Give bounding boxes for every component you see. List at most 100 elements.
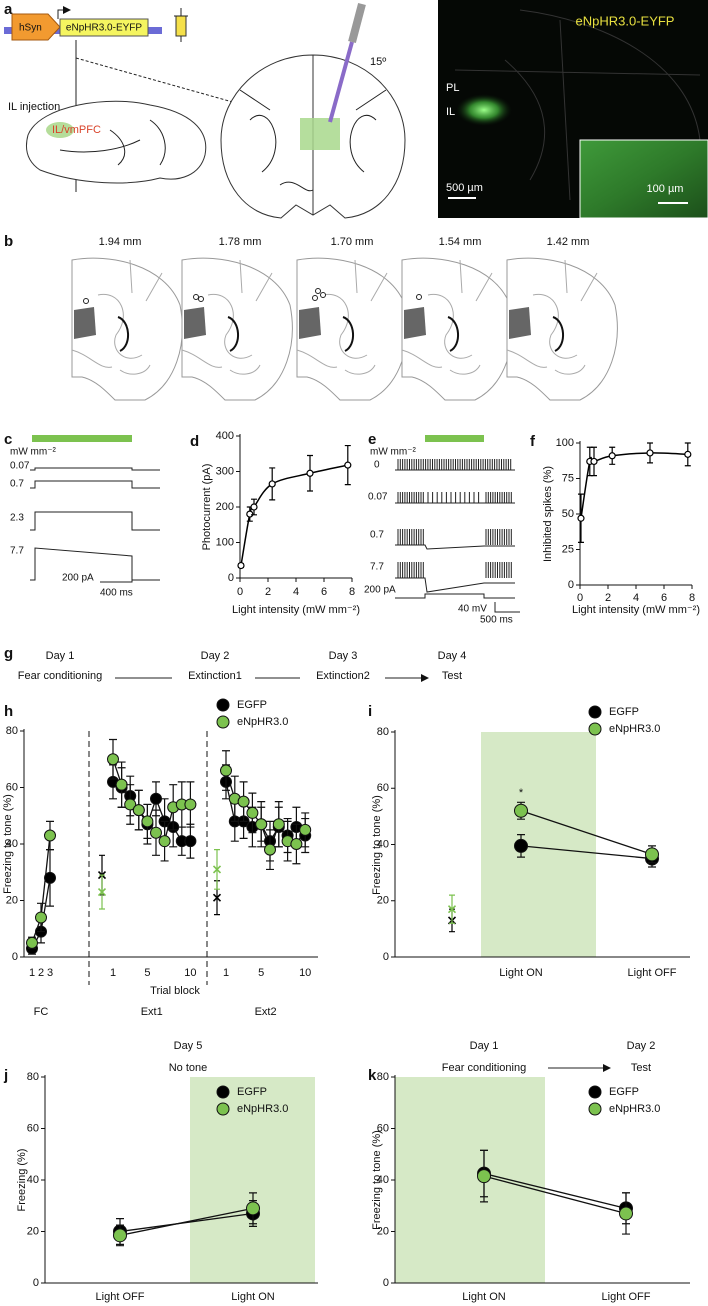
data-point — [184, 835, 197, 848]
region-label: IL — [446, 106, 455, 118]
day-label: Day 1 — [470, 1040, 499, 1052]
y-tick-label: 75 — [562, 472, 574, 484]
x-tick-label: Light OFF — [96, 1291, 145, 1303]
y-tick-label: 0 — [12, 951, 18, 963]
section-label: 1.78 mm — [219, 236, 262, 248]
data-point — [124, 798, 137, 811]
data-point — [268, 480, 276, 488]
brain-section — [181, 257, 294, 401]
y-tick-label: 200 — [216, 501, 234, 513]
data-point — [113, 1228, 127, 1243]
brain-section — [401, 257, 514, 401]
brain-detail — [59, 119, 166, 166]
x-axis-label: Light intensity (mW mm⁻²) — [572, 604, 700, 616]
day-label: Day 4 — [438, 650, 467, 662]
data-point — [132, 804, 145, 817]
phase-label: Extinction2 — [316, 670, 370, 682]
y-tick-label: 80 — [377, 1071, 389, 1083]
x-tick-label: 2 — [605, 592, 611, 604]
x-tick-label: 0 — [577, 592, 583, 604]
data-point — [44, 871, 56, 884]
scale-label: 40 mV — [458, 604, 487, 615]
data-point — [246, 806, 259, 819]
scale-bar — [494, 602, 520, 613]
data-point — [184, 798, 197, 811]
legend-label: EGFP — [237, 699, 267, 711]
intensity-label: 0.07 — [10, 461, 30, 472]
data-point — [141, 815, 154, 828]
y-tick-label: 25 — [562, 543, 574, 555]
data-point — [684, 450, 692, 458]
data-point — [237, 795, 250, 808]
y-tick-label: 40 — [377, 838, 389, 850]
data-point — [115, 778, 128, 791]
day-label: Day 2 — [627, 1040, 656, 1052]
data-point — [107, 753, 119, 766]
y-tick-label: 40 — [27, 1174, 39, 1186]
region-label: IL/vmPFC — [52, 124, 101, 136]
series-line — [483, 1175, 627, 1215]
x-tick-label: 4 — [633, 592, 639, 604]
phase-label: Fear conditioning — [442, 1062, 526, 1074]
y-tick-label: 0 — [33, 1277, 39, 1289]
intensity-label: 2.3 — [10, 513, 24, 524]
x-tick-label: 2 — [38, 967, 44, 979]
guide-line — [75, 57, 319, 127]
probe-holder — [348, 2, 366, 44]
x-tick-label: 10 — [184, 967, 196, 979]
injection-site — [46, 122, 74, 138]
y-tick-label: 0 — [228, 572, 234, 584]
section-label: 1.54 mm — [439, 236, 482, 248]
legend-label: eNpHR3.0 — [609, 1103, 660, 1115]
angle-label: 15º — [370, 56, 386, 68]
trace — [30, 511, 160, 531]
data-point — [577, 514, 585, 522]
data-point — [35, 911, 47, 924]
data-point — [246, 510, 254, 518]
x-tick-label: 2 — [265, 586, 271, 598]
x-tick-label: Light OFF — [628, 967, 677, 979]
x-tick-label: 8 — [349, 586, 355, 598]
sagittal-brain — [26, 100, 207, 184]
x-tick-label: 5 — [144, 967, 150, 979]
x-tick-label: 0 — [237, 586, 243, 598]
data-point — [237, 561, 245, 570]
scale-label: 100 µm — [647, 183, 684, 195]
panel-label: i — [368, 703, 372, 720]
phase-label: Fear conditioning — [18, 670, 102, 682]
y-tick-label: 20 — [27, 1225, 39, 1237]
data-point — [246, 1201, 260, 1216]
x-tick-label: Light ON — [231, 1291, 274, 1303]
brain-section — [506, 257, 619, 401]
group-label: FC — [34, 1006, 49, 1018]
data-point — [290, 838, 303, 850]
y-tick-label: 20 — [377, 1225, 389, 1237]
baseline-marker — [212, 893, 222, 902]
x-tick-label: 4 — [293, 586, 299, 598]
annotation: * — [519, 787, 524, 799]
x-tick-label: Light ON — [462, 1291, 505, 1303]
x-axis-label: Trial block — [150, 985, 200, 997]
data-point — [477, 1169, 491, 1184]
trace — [395, 529, 515, 550]
y-tick-label: 60 — [377, 782, 389, 794]
y-tick-label: 100 — [556, 437, 574, 449]
promoter-arrow — [11, 13, 61, 41]
intensity-label: 0.7 — [10, 479, 24, 490]
series-line — [483, 1172, 627, 1209]
intensity-label: 0.07 — [368, 492, 388, 503]
day-label: Day 1 — [46, 650, 75, 662]
unit-label: mW mm⁻² — [10, 447, 56, 458]
data-point — [220, 764, 232, 777]
phase-label: No tone — [169, 1062, 208, 1074]
legend-marker — [588, 1102, 602, 1116]
syringe — [174, 8, 188, 42]
y-tick-label: 80 — [27, 1071, 39, 1083]
y-tick-label: 40 — [377, 1174, 389, 1186]
y-tick-label: 400 — [216, 430, 234, 442]
y-tick-label: 40 — [6, 838, 18, 850]
legend-marker — [216, 1085, 230, 1099]
x-tick-label: Light OFF — [602, 1291, 651, 1303]
fit-line — [240, 464, 348, 566]
